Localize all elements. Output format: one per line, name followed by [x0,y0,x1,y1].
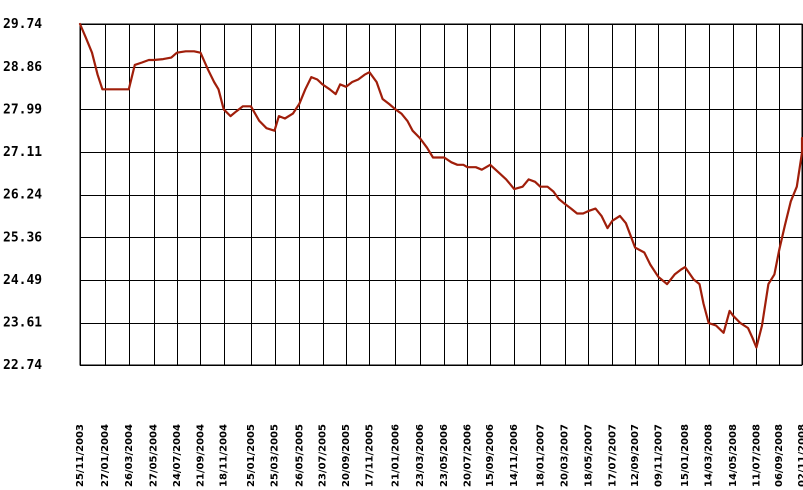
x-tick-label: 20/07/2006 [462,424,473,487]
x-tick-label: 14/05/2008 [728,424,739,487]
x-tick-label: 27/01/2004 [100,424,111,487]
x-tick-label: 23/03/2006 [415,424,426,487]
x-tick-label: 18/11/2004 [219,424,230,487]
x-tick-label: 02/11/2008 [797,424,803,487]
x-tick-label: 15/01/2008 [680,424,691,487]
y-tick-label: 29.74 [3,17,42,32]
x-tick-label: 18/05/2007 [583,424,594,487]
x-tick-label: 14/03/2008 [704,424,715,487]
x-tick-label: 20/09/2005 [341,424,352,487]
x-tick-label: 26/03/2004 [124,424,135,487]
y-tick-label: 26.24 [3,188,42,203]
x-tick-label: 06/09/2008 [774,424,785,487]
x-tick-label: 12/09/2007 [630,424,641,487]
x-tick-label: 24/07/2004 [172,424,183,487]
y-tick-label: 22.74 [3,358,42,373]
plot-area [79,23,803,366]
series-line [78,22,803,349]
x-tick-label: 21/09/2004 [195,424,206,487]
y-tick-label: 24.49 [3,273,42,288]
y-tick-label: 28.86 [3,60,42,75]
x-tick-label: 17/11/2005 [364,424,375,487]
x-tick-label: 17/07/2007 [607,424,618,487]
x-tick-label: 14/11/2006 [509,424,520,487]
x-tick-label: 15/09/2006 [485,424,496,487]
x-tick-label: 23/07/2005 [318,424,329,487]
x-tick-label: 25/03/2005 [270,424,281,487]
y-tick-label: 27.11 [3,145,42,160]
x-tick-label: 25/01/2005 [246,424,257,487]
y-axis: 29.74 28.86 27.99 27.11 26.24 25.36 24.49 23.61… [3,17,42,373]
x-tick-label: 20/03/2007 [560,424,571,487]
x-tick-label: 18/01/2007 [535,424,546,487]
x-axis: 25/11/2003 27/01/2004 26/03/2004 27/05/2004… [75,424,803,487]
vertical-gridlines [80,24,803,365]
x-tick-label: 23/05/2006 [439,424,450,487]
y-tick-label: 25.36 [3,230,42,245]
y-tick-label: 23.61 [3,316,42,331]
x-tick-label: 25/11/2003 [75,424,86,487]
x-tick-label: 26/05/2005 [294,424,305,487]
plot-frame [79,23,803,366]
horizontal-gridlines [80,24,802,366]
series-layer [78,22,803,349]
x-tick-label: 11/07/2008 [751,424,762,487]
x-tick-label: 27/05/2004 [149,424,160,487]
x-tick-label: 09/11/2007 [653,424,664,487]
x-tick-label: 21/01/2006 [390,424,401,487]
y-tick-label: 27.99 [3,102,42,117]
